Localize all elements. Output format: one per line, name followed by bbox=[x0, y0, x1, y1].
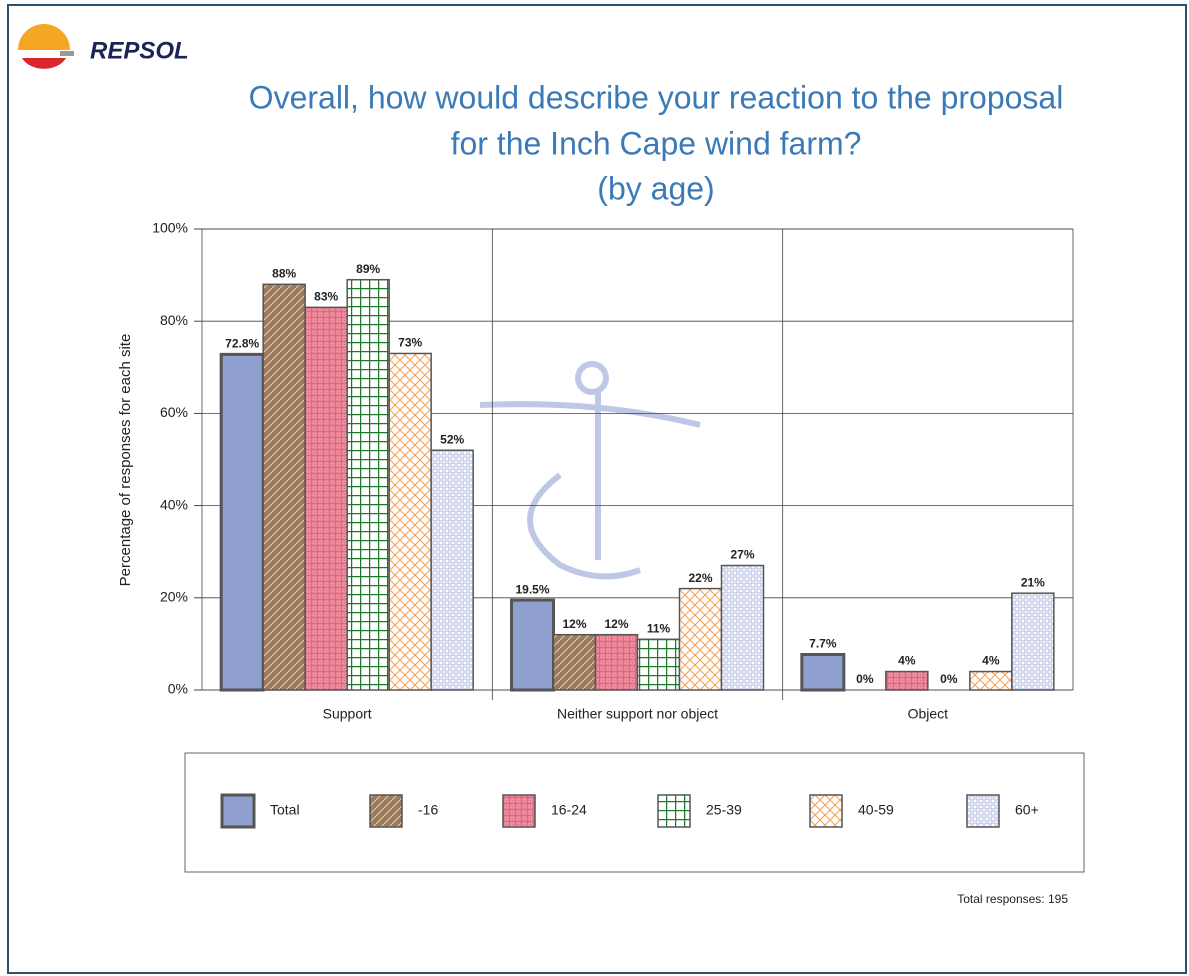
value-label: 12% bbox=[562, 617, 586, 631]
bar bbox=[430, 449, 474, 691]
bar bbox=[552, 633, 597, 691]
value-label: 22% bbox=[688, 571, 712, 585]
bar bbox=[720, 564, 765, 691]
value-label: 89% bbox=[356, 262, 380, 276]
y-tick-label: 0% bbox=[168, 681, 188, 697]
legend-swatch bbox=[809, 794, 843, 828]
legend-swatch bbox=[369, 794, 403, 828]
watermark bbox=[479, 361, 701, 580]
slide-frame bbox=[7, 4, 1187, 974]
logo-mark bbox=[18, 24, 74, 69]
legend-label: 25-39 bbox=[706, 802, 742, 818]
chart-title: (by age) bbox=[597, 170, 714, 206]
legend-box bbox=[184, 752, 1085, 873]
bar bbox=[800, 653, 846, 692]
note: Total responses: 195 bbox=[957, 892, 1068, 906]
legend-swatch bbox=[502, 794, 536, 828]
bar bbox=[388, 352, 432, 691]
x-tick-label: Support bbox=[323, 706, 372, 722]
bar bbox=[678, 587, 723, 691]
chart-title: for the Inch Cape wind farm? bbox=[451, 125, 862, 161]
value-label: 52% bbox=[440, 432, 464, 446]
value-label: 7.7% bbox=[809, 637, 837, 651]
value-label: 0% bbox=[856, 672, 874, 686]
value-label: 73% bbox=[398, 336, 422, 350]
value-label: 83% bbox=[314, 290, 338, 304]
bar bbox=[262, 283, 306, 691]
legend-swatch bbox=[220, 793, 256, 829]
y-tick-label: 100% bbox=[152, 220, 188, 236]
value-label: 88% bbox=[272, 266, 296, 280]
legend-swatch bbox=[966, 794, 1000, 828]
legend-label: 60+ bbox=[1015, 802, 1039, 818]
value-label: 19.5% bbox=[515, 582, 549, 596]
value-label: 27% bbox=[730, 548, 754, 562]
y-axis-label: Percentage of responses for each site bbox=[117, 334, 134, 587]
value-label: 11% bbox=[647, 621, 671, 635]
bar bbox=[304, 306, 348, 691]
bar bbox=[636, 638, 681, 691]
logo-text: REPSOL bbox=[90, 37, 189, 64]
legend-label: Total bbox=[270, 802, 300, 818]
value-label: 72.8% bbox=[225, 337, 259, 351]
value-label: 12% bbox=[604, 617, 628, 631]
y-tick-label: 60% bbox=[160, 404, 188, 420]
y-tick-label: 80% bbox=[160, 312, 188, 328]
legend-swatch bbox=[657, 794, 691, 828]
bar bbox=[969, 670, 1013, 691]
bar bbox=[219, 352, 265, 692]
bar bbox=[1011, 592, 1055, 691]
y-tick-label: 40% bbox=[160, 496, 188, 512]
value-label: 0% bbox=[940, 672, 958, 686]
bar bbox=[346, 278, 390, 691]
bar bbox=[510, 598, 555, 692]
value-label: 4% bbox=[982, 654, 1000, 668]
bar bbox=[885, 670, 929, 691]
x-tick-label: Neither support nor object bbox=[557, 706, 718, 722]
bar bbox=[594, 633, 639, 691]
legend-label: 40-59 bbox=[858, 802, 894, 818]
chart-title: Overall, how would describe your reactio… bbox=[249, 79, 1064, 115]
legend-label: 16-24 bbox=[551, 802, 587, 818]
value-label: 21% bbox=[1021, 575, 1045, 589]
x-tick-label: Object bbox=[908, 706, 949, 722]
y-tick-label: 20% bbox=[160, 589, 188, 605]
value-label: 4% bbox=[898, 654, 916, 668]
legend-label: -16 bbox=[418, 802, 438, 818]
